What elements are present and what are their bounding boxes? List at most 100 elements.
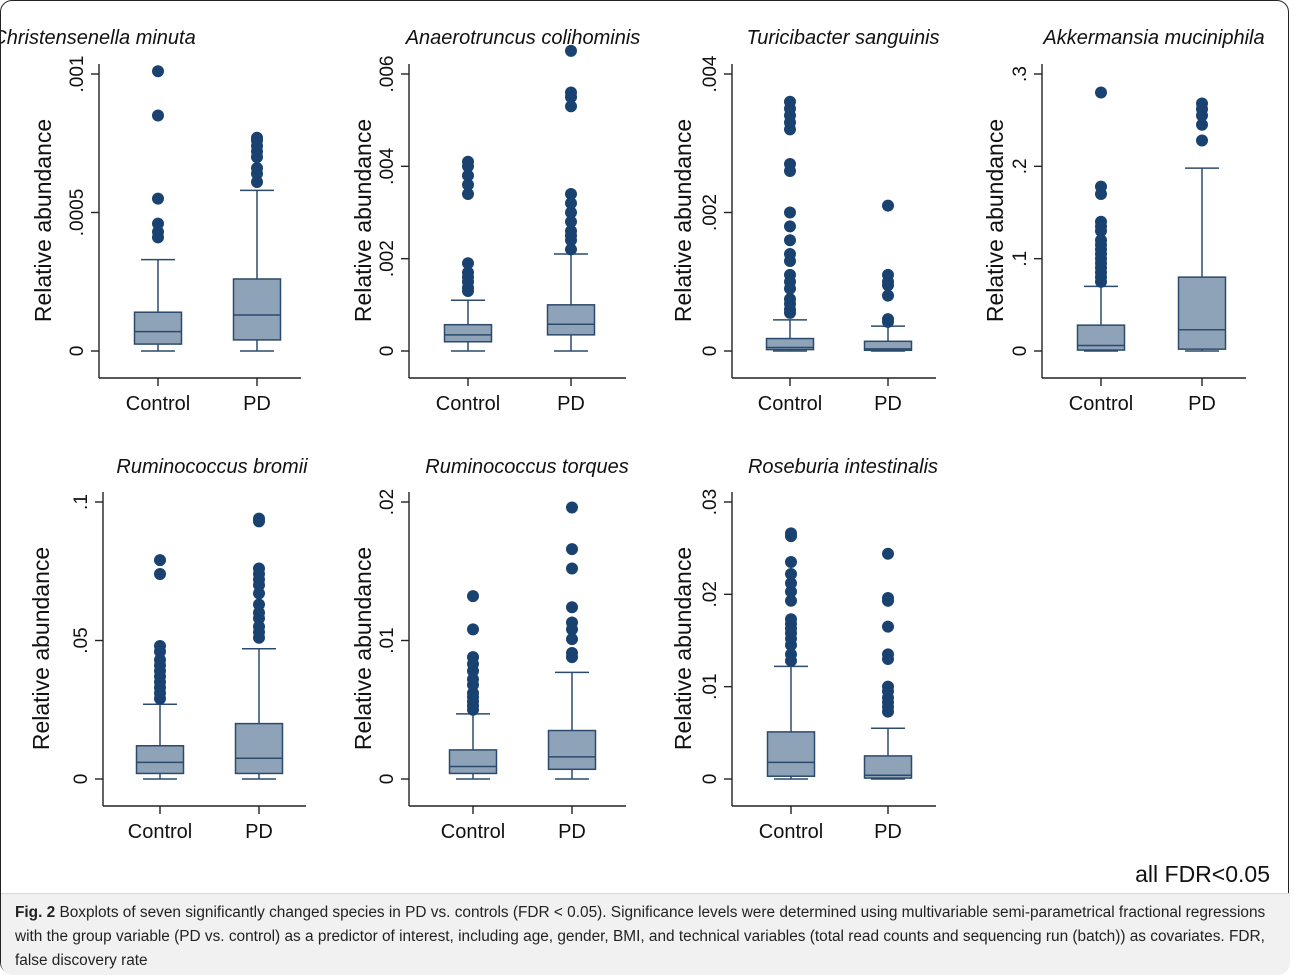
outlier-point xyxy=(784,248,796,261)
y-axis-label: Relative abundance xyxy=(350,119,376,322)
outlier-point xyxy=(1095,234,1107,247)
outlier-point xyxy=(565,197,577,210)
box-group xyxy=(863,199,913,352)
box-group xyxy=(546,44,596,352)
outlier-point xyxy=(882,620,894,633)
outlier-point xyxy=(253,606,265,619)
y-axis-label: Relative abundance xyxy=(670,119,696,322)
y-tick-label: .0005 xyxy=(67,189,88,237)
outlier-point xyxy=(1095,215,1107,228)
outlier-point xyxy=(462,169,474,182)
y-tick-label: .004 xyxy=(377,147,398,184)
box-group xyxy=(448,590,498,780)
x-tick-label: PD xyxy=(1188,393,1216,415)
outlier-point xyxy=(882,268,894,281)
outlier-point xyxy=(467,673,479,686)
y-tick-label: .1 xyxy=(71,494,92,510)
y-tick-label: .3 xyxy=(1010,66,1031,82)
x-tick-label: PD xyxy=(243,393,271,415)
y-axis-label: Relative abundance xyxy=(28,547,54,750)
box-group xyxy=(1177,97,1227,352)
outlier-point xyxy=(253,512,265,525)
outlier-point xyxy=(253,620,265,633)
y-tick-label: 0 xyxy=(377,774,398,785)
outlier-point xyxy=(462,257,474,270)
y-tick-label: .004 xyxy=(700,55,721,92)
figure-caption: Fig. 2 Boxplots of seven significantly c… xyxy=(1,893,1290,975)
box-group xyxy=(766,527,816,780)
outlier-point xyxy=(882,289,894,302)
outlier-point xyxy=(566,633,578,646)
outlier-point xyxy=(467,590,479,603)
caption-text: Boxplots of seven significantly changed … xyxy=(15,904,1266,969)
fdr-note: all FDR<0.05 xyxy=(1135,861,1270,887)
y-tick-label: .002 xyxy=(377,240,398,277)
outlier-point xyxy=(785,568,797,581)
y-axis-label: Relative abundance xyxy=(350,547,376,750)
outlier-point xyxy=(566,562,578,575)
iqr-box xyxy=(232,278,282,341)
outlier-point xyxy=(784,158,796,171)
outlier-point xyxy=(784,268,796,281)
y-tick-label: .2 xyxy=(1010,158,1031,174)
y-tick-label: .001 xyxy=(67,56,88,93)
outlier-point xyxy=(467,651,479,664)
x-tick-label: Control xyxy=(1069,393,1133,415)
outlier-point xyxy=(784,95,796,108)
y-tick-label: 0 xyxy=(67,346,88,357)
y-tick-label: 0 xyxy=(377,346,398,357)
box-group xyxy=(443,155,493,352)
box-group xyxy=(1076,86,1126,352)
outlier-point xyxy=(566,601,578,614)
iqr-box xyxy=(1177,276,1227,350)
x-tick-label: Control xyxy=(441,821,505,843)
outlier-point xyxy=(1095,180,1107,193)
outlier-point xyxy=(784,234,796,247)
iqr-box xyxy=(1076,324,1126,351)
y-axis-label: Relative abundance xyxy=(30,119,56,322)
x-tick-label: PD xyxy=(874,393,902,415)
outlier-point xyxy=(784,293,796,306)
iqr-box xyxy=(863,340,913,352)
outlier-point xyxy=(882,648,894,661)
chart-title: Anaerotruncus colihominis xyxy=(405,27,641,49)
outlier-point xyxy=(152,192,164,205)
outlier-point xyxy=(784,220,796,233)
y-tick-label: .01 xyxy=(700,673,721,699)
outlier-point xyxy=(565,224,577,237)
outlier-point xyxy=(882,592,894,605)
outlier-point xyxy=(154,640,166,653)
iqr-box xyxy=(546,304,596,336)
y-axis-label: Relative abundance xyxy=(670,547,696,750)
y-tick-label: 0 xyxy=(700,346,721,357)
outlier-point xyxy=(253,587,265,600)
outlier-point xyxy=(566,501,578,514)
outlier-point xyxy=(565,206,577,219)
outlier-point xyxy=(785,594,797,607)
iqr-box xyxy=(766,731,816,777)
y-tick-label: .002 xyxy=(700,194,721,231)
outlier-point xyxy=(462,266,474,279)
boxplot-grid: Christensenella minuta Relative abundance… xyxy=(1,27,1265,843)
outlier-point xyxy=(565,188,577,201)
outlier-point xyxy=(152,217,164,230)
chart-title: Akkermansia muciniphila xyxy=(1042,27,1264,49)
y-tick-label: 0 xyxy=(1010,346,1031,357)
y-tick-label: 0 xyxy=(71,774,92,785)
outlier-point xyxy=(784,206,796,219)
outlier-point xyxy=(152,225,164,238)
chart-title: Roseburia intestinalis xyxy=(748,456,938,478)
outlier-point xyxy=(1196,134,1208,147)
outlier-point xyxy=(882,199,894,212)
box-group xyxy=(547,501,597,780)
outlier-point xyxy=(251,162,263,175)
iqr-box xyxy=(547,729,597,771)
box-group xyxy=(863,547,913,780)
x-tick-label: PD xyxy=(557,393,585,415)
box-group xyxy=(135,554,185,780)
y-tick-label: .03 xyxy=(700,489,721,515)
chart-title: Christensenella minuta xyxy=(1,27,196,49)
y-tick-label: .01 xyxy=(377,627,398,653)
box-group xyxy=(232,131,282,352)
